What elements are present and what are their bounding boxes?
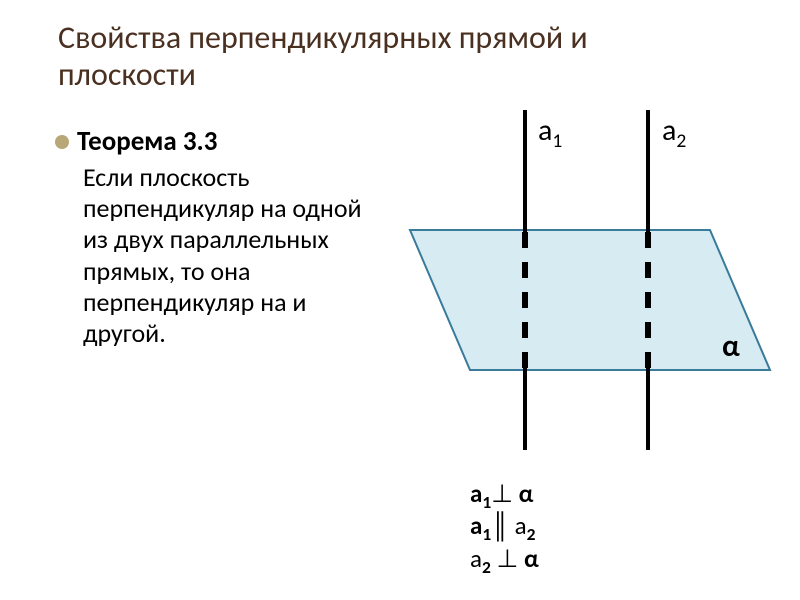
label-a1: a1	[538, 112, 562, 153]
diagram-svg	[370, 110, 790, 450]
plane-alpha	[410, 230, 770, 370]
theorem-heading: Теорема 3.3	[77, 125, 217, 158]
formula-2: a1║ a2	[470, 512, 539, 544]
theorem-heading-line: Теорема 3.3	[55, 125, 365, 158]
formula-1: a1⊥ α	[470, 480, 539, 512]
theorem-body: Если плоскость перпендикуляр на одной из…	[83, 162, 365, 349]
label-a2: a2	[662, 112, 686, 153]
formula-3: a2 ⊥ α	[470, 545, 539, 577]
label-alpha: α	[722, 328, 740, 365]
slide-title: Свойства перпендикулярных прямой и плоск…	[58, 20, 658, 94]
bullet-icon	[55, 135, 69, 149]
theorem-block: Теорема 3.3 Если плоскость перпендикуляр…	[55, 125, 365, 349]
formulas-block: a1⊥ α a1║ a2 a2 ⊥ α	[470, 480, 539, 577]
geometry-diagram: a1 a2 α	[370, 110, 790, 450]
